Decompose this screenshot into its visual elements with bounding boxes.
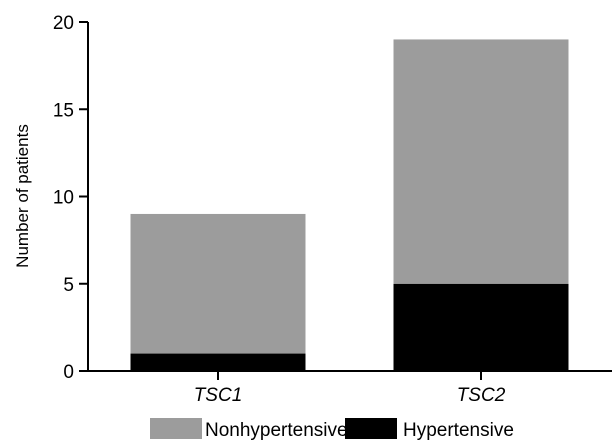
x-tick-label-tsc2: TSC2 [457, 385, 506, 406]
y-tick-label: 10 [53, 188, 74, 209]
x-ticks: TSC1 TSC2 [194, 371, 506, 406]
legend-swatch-nonhypertensive [150, 418, 202, 439]
y-tick-label: 0 [63, 362, 74, 383]
legend-label-nonhypertensive: Nonhypertensive [205, 420, 348, 441]
y-tick-label: 20 [53, 13, 74, 34]
bar-tsc2-nonhypertensive [393, 39, 569, 284]
y-axis-title: Number of patients [13, 124, 32, 268]
legend-swatch-hypertensive [345, 418, 397, 439]
bar-tsc2-hypertensive [393, 283, 569, 371]
bar-tsc1-nonhypertensive [130, 213, 306, 354]
x-tick-label-tsc1: TSC1 [194, 385, 243, 406]
legend: Nonhypertensive Hypertensive [150, 418, 514, 441]
y-tick-label: 5 [63, 275, 74, 296]
bars-layer [130, 39, 569, 371]
y-tick-label: 15 [53, 100, 74, 121]
y-ticks: 0 5 10 15 20 [53, 13, 88, 383]
bar-tsc1-hypertensive [130, 353, 306, 371]
legend-label-hypertensive: Hypertensive [403, 420, 514, 441]
